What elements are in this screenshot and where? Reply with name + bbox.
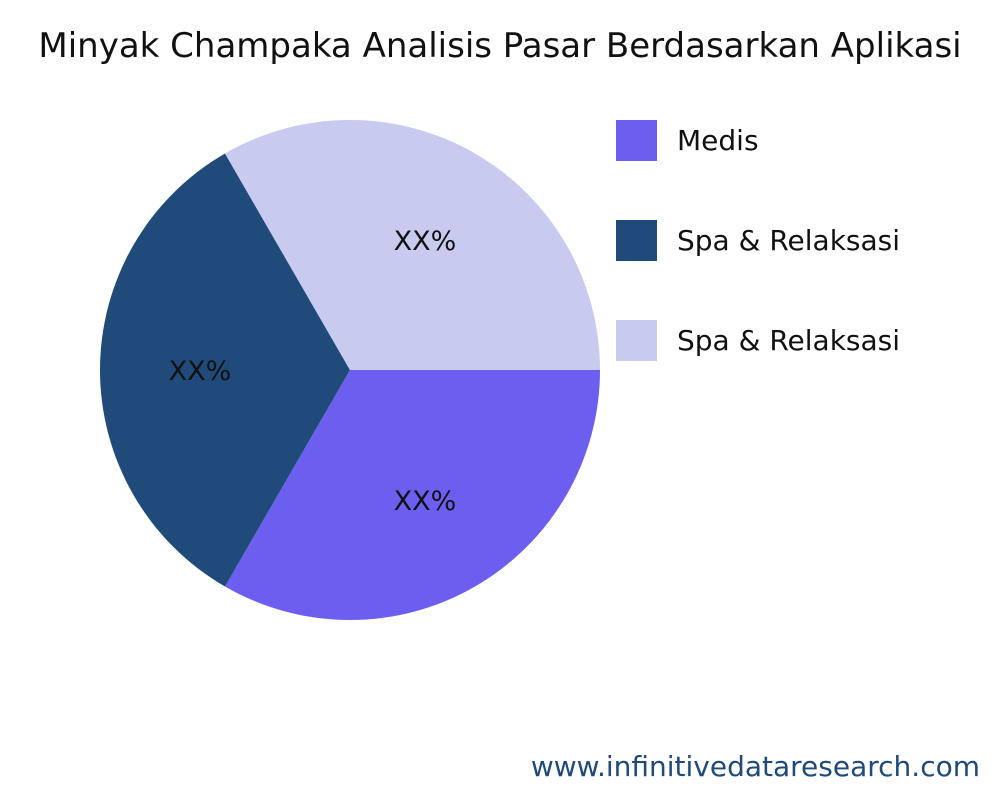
- legend-swatch: [616, 319, 657, 361]
- legend-item-spa-relaksasi: Spa & Relaksasi: [616, 219, 900, 261]
- legend-swatch: [616, 219, 657, 261]
- legend-swatch: [616, 119, 657, 161]
- pie-slice-0: [225, 370, 600, 620]
- legend-label: Medis: [677, 123, 759, 157]
- data-label-1: XX%: [169, 356, 232, 387]
- data-label-2: XX%: [394, 226, 457, 257]
- pie-slice-2: [225, 119, 600, 370]
- chart-title: Minyak Champaka Analisis Pasar Berdasark…: [38, 26, 962, 66]
- data-label-0: XX%: [394, 486, 457, 517]
- legend-item-medis: Medis: [616, 119, 759, 161]
- legend-item-spa-relaksasi-2: Spa & Relaksasi: [616, 319, 900, 361]
- footer-website: www.infinitivedataresearch.com: [530, 750, 980, 783]
- legend-label: Spa & Relaksasi: [677, 223, 901, 257]
- legend-label: Spa & Relaksasi: [677, 323, 901, 357]
